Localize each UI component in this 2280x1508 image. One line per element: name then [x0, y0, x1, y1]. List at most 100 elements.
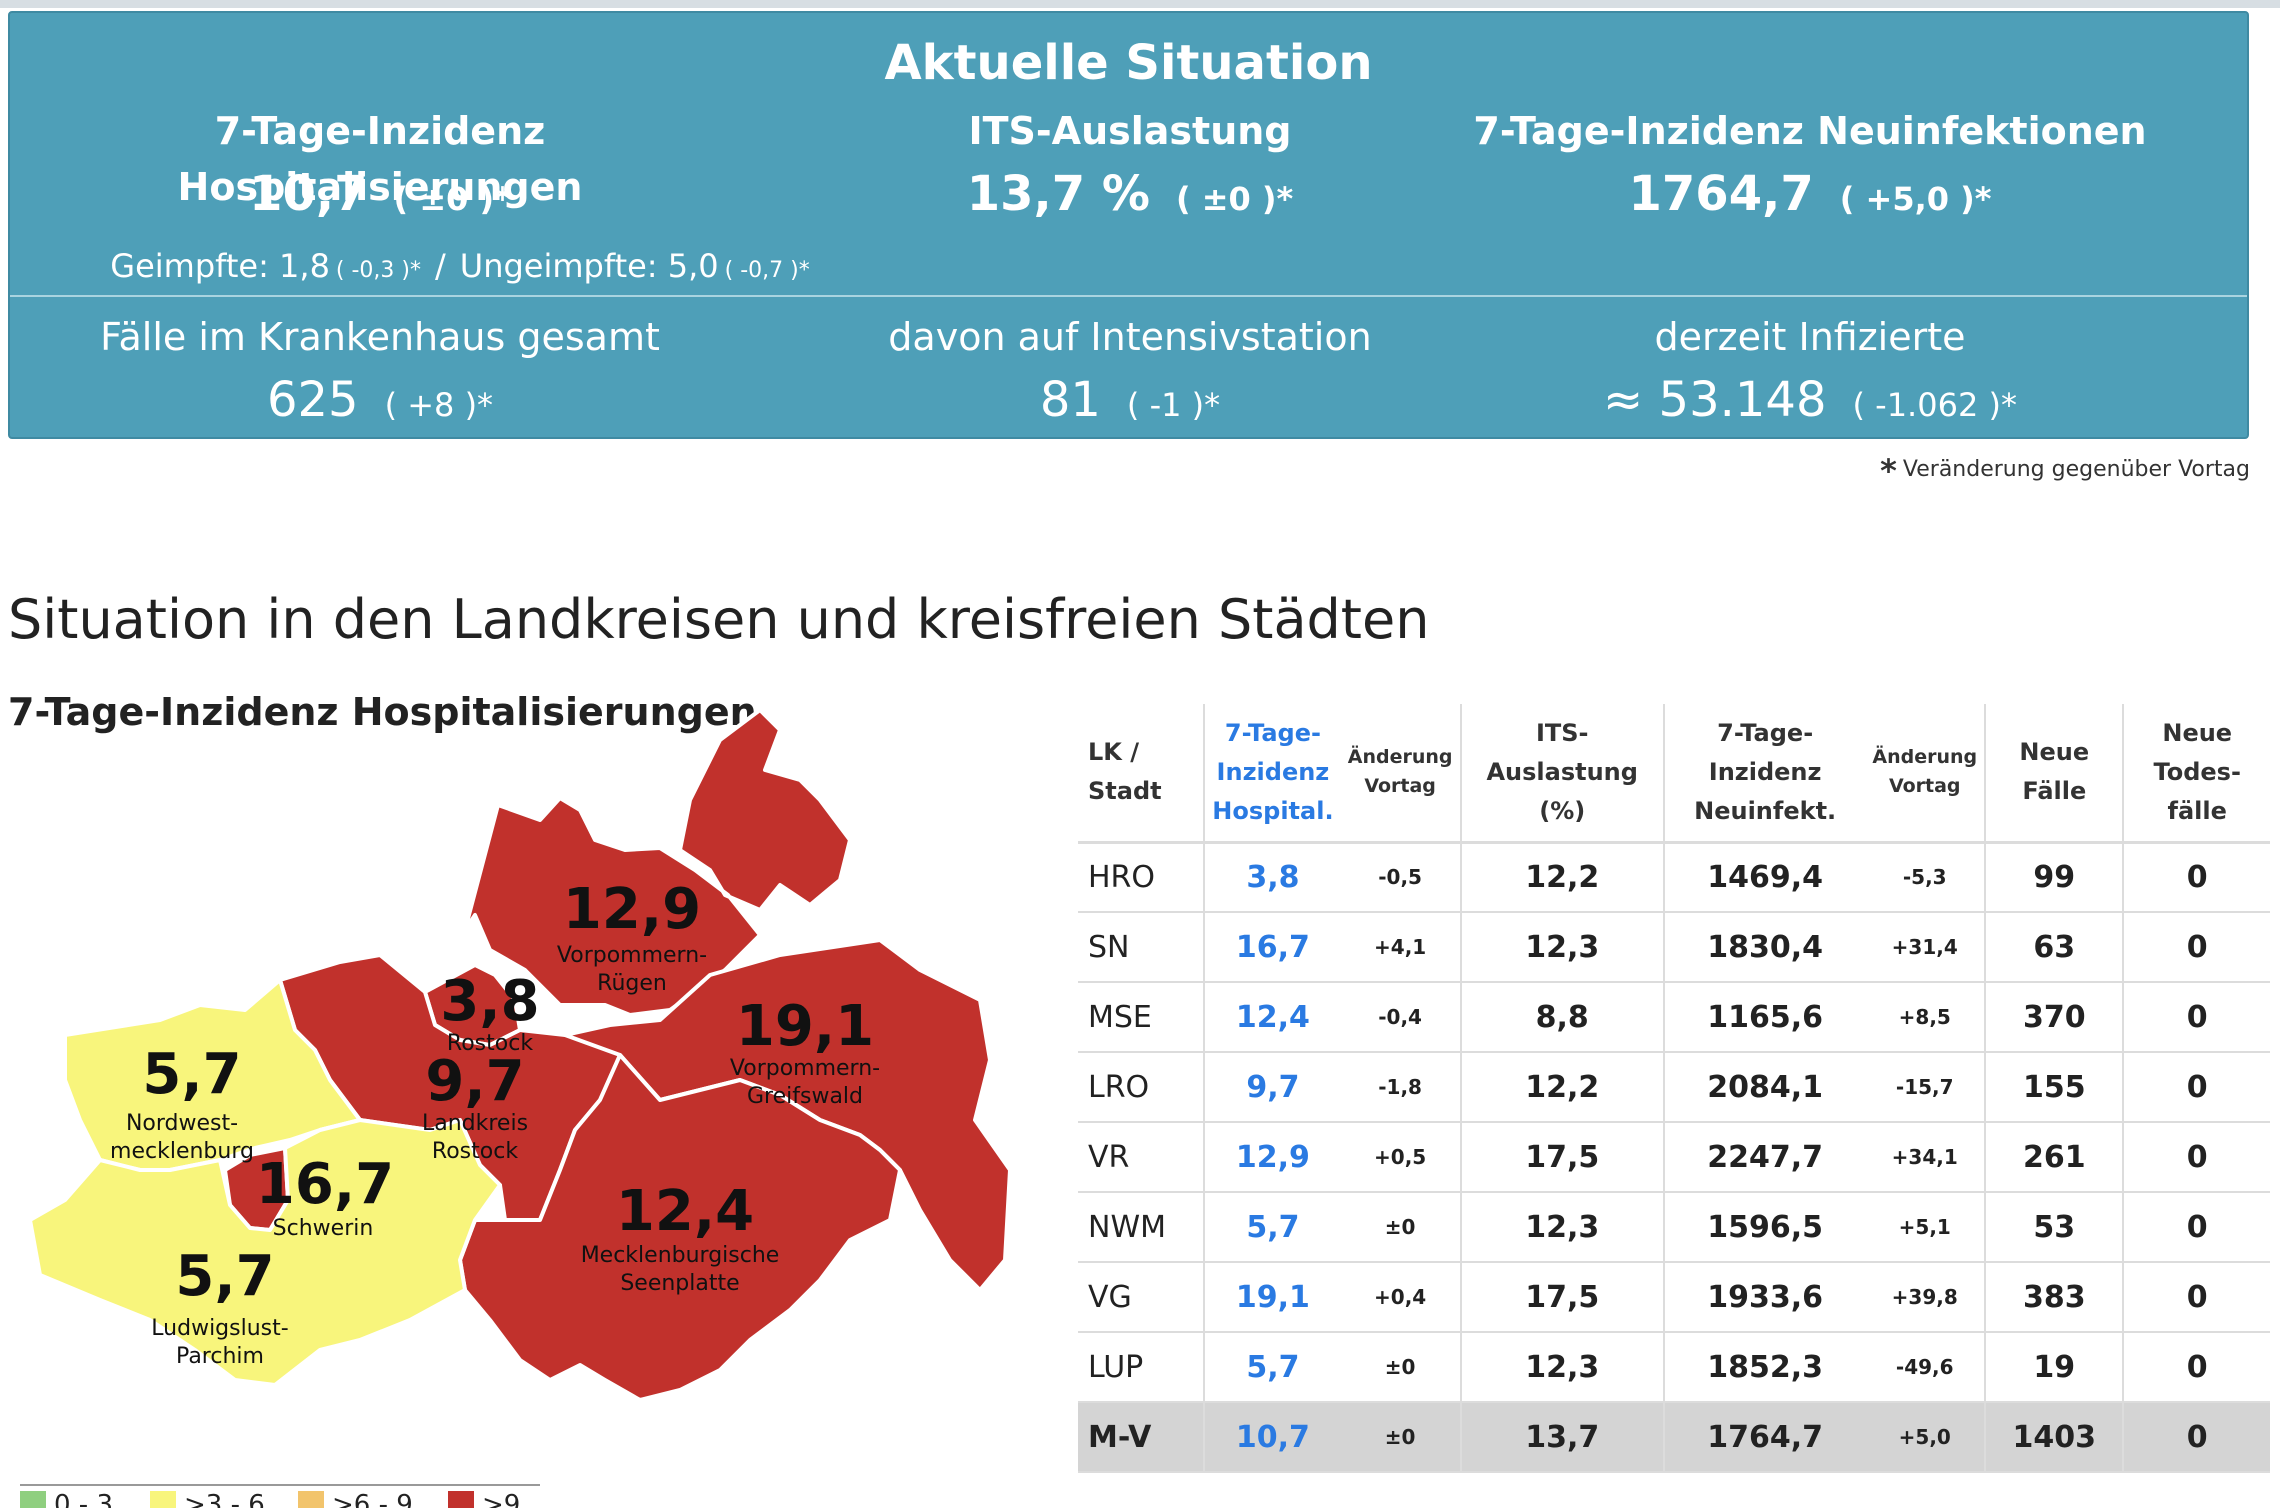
table-row: HRO 3,8 -0,5 12,2 1469,4 -5,3 99 0	[1078, 842, 2270, 913]
stat-value: 81	[1039, 372, 1101, 428]
legend-label: >6 - 9	[332, 1490, 413, 1508]
header-lk[interactable]: LK / Stadt	[1078, 704, 1206, 844]
cell-hosp-change: +4,1	[1340, 912, 1462, 983]
kpi-label: 7-Tage-Inzidenz Hospitalisierungen	[177, 109, 583, 209]
cell-its: 12,3	[1460, 912, 1665, 983]
table-row: LRO 9,7 -1,8 12,2 2084,1 -15,7 155 0	[1078, 1052, 2270, 1123]
cell-district: LUP	[1078, 1332, 1206, 1403]
cell-district: VG	[1078, 1262, 1206, 1333]
table-total-row: M-V 10,7 ±0 13,7 1764,7 +5,0 1403 0	[1078, 1402, 2270, 1473]
cell-neu-change: -5,3	[1865, 842, 1987, 913]
legend-item: >6 - 9	[298, 1490, 413, 1508]
region-mecklenburgische-seenplatte[interactable]	[458, 1053, 902, 1402]
cell-new-deaths: 0	[2123, 842, 2270, 913]
header-its[interactable]: ITS- Auslastung (%)	[1460, 704, 1665, 844]
cell-neu-change: +39,8	[1865, 1262, 1987, 1333]
kpi-value: 10,7	[249, 166, 368, 222]
map-region-name: Ludwigslust-	[151, 1316, 288, 1341]
cell-new-deaths: 0	[2123, 1402, 2270, 1473]
stat-value-row: 625 ( +8 )*	[10, 365, 750, 435]
kpi-its: ITS-Auslastung 13,7 % ( ±0 )*	[760, 103, 1500, 229]
cell-neu-change: +34,1	[1865, 1122, 1987, 1193]
map-region-name: Schwerin	[273, 1216, 374, 1241]
map-value: 12,4	[616, 1179, 754, 1244]
cell-its: 17,5	[1460, 1262, 1665, 1333]
cell-district: SN	[1078, 912, 1206, 983]
stat-value-row: ≈ 53.148 ( -1.062 )*	[1440, 365, 2180, 435]
stat-delta: ( -1.062 )*	[1852, 386, 2017, 424]
district-table: LK / Stadt 7-Tage- Inzidenz Hospital. Änder…	[1078, 704, 2270, 1473]
map-region-name: Seenplatte	[620, 1271, 739, 1296]
cell-its: 8,8	[1460, 982, 1665, 1053]
stat-delta: ( +8 )*	[384, 386, 494, 424]
cell-district: VR	[1078, 1122, 1206, 1193]
header-change-neu[interactable]: Änderung Vortag	[1865, 704, 1987, 844]
header-new-deaths[interactable]: Neue Todes-fälle	[2123, 704, 2270, 844]
header-change-hosp[interactable]: Änderung Vortag	[1340, 704, 1462, 844]
cell-hosp-change: ±0	[1340, 1192, 1462, 1263]
legend-swatch	[298, 1491, 324, 1508]
kpi-new-infections: 7-Tage-Inzidenz Neuinfektionen 1764,7 ( +…	[1440, 103, 2180, 229]
map-value: 16,7	[256, 1152, 394, 1217]
region-ludwigslust-parchim[interactable]	[28, 1118, 502, 1387]
table-row: VR 12,9 +0,5 17,5 2247,7 +34,1 261 0	[1078, 1122, 2270, 1193]
stat-infected: derzeit Infizierte ≈ 53.148 ( -1.062 )*	[1440, 309, 2180, 435]
section-heading: Situation in den Landkreisen und kreisfr…	[8, 588, 1430, 651]
cell-new-cases: 53	[1985, 1192, 2125, 1263]
map-region-name: Rügen	[597, 971, 667, 996]
cell-district: LRO	[1078, 1052, 1206, 1123]
cell-hosp-change: ±0	[1340, 1332, 1462, 1403]
table-row: NWM 5,7 ±0 12,3 1596,5 +5,1 53 0	[1078, 1192, 2270, 1263]
cell-hosp: 12,4	[1204, 982, 1341, 1053]
map-value: 3,8	[440, 969, 539, 1034]
cell-new-cases: 99	[1985, 842, 2125, 913]
cell-its: 12,2	[1460, 1052, 1665, 1123]
cell-hosp-change: +0,5	[1340, 1122, 1462, 1193]
stat-delta: ( -1 )*	[1126, 386, 1221, 424]
kpi-delta: ( +5,0 )*	[1839, 180, 1992, 218]
region-vorpommern-ruegen[interactable]	[463, 708, 852, 1017]
top-border	[0, 0, 2280, 8]
panel-divider	[10, 295, 2247, 297]
cell-hosp-change: +0,4	[1340, 1262, 1462, 1333]
header-hospitalization[interactable]: 7-Tage- Inzidenz Hospital.	[1204, 704, 1341, 844]
map-region-name: Vorpommern-	[730, 1056, 880, 1081]
cell-new-deaths: 0	[2123, 1192, 2270, 1263]
cell-new-infections: 1764,7	[1663, 1402, 1866, 1473]
cell-new-deaths: 0	[2123, 1262, 2270, 1333]
cell-new-infections: 1165,6	[1663, 982, 1866, 1053]
kpi-hospitalization: 7-Tage-Inzidenz Hospitalisierungen 10,7 (…	[10, 103, 750, 229]
legend-label: 0 - 3	[54, 1490, 113, 1508]
cell-neu-change: -49,6	[1865, 1332, 1987, 1403]
cell-hosp-change: -0,4	[1340, 982, 1462, 1053]
cell-new-cases: 383	[1985, 1262, 2125, 1333]
kpi-value: 1764,7	[1628, 166, 1814, 222]
unvaccinated-label: Ungeimpfte: 5,0	[459, 247, 719, 285]
legend-label: >3 - 6	[184, 1490, 265, 1508]
footnote: * Veränderung gegenüber Vortag	[1700, 452, 2250, 490]
cell-new-cases: 19	[1985, 1332, 2125, 1403]
cell-new-cases: 63	[1985, 912, 2125, 983]
header-new-cases[interactable]: Neue Fälle	[1985, 704, 2125, 844]
cell-its: 12,3	[1460, 1192, 1665, 1263]
header-new-infections[interactable]: 7-Tage- Inzidenz Neuinfekt.	[1663, 704, 1866, 844]
map-region-name: Vorpommern-	[557, 943, 707, 968]
cell-new-cases: 1403	[1985, 1402, 2125, 1473]
cell-new-deaths: 0	[2123, 1332, 2270, 1403]
legend-swatch	[448, 1491, 474, 1508]
vaccinated-label: Geimpfte: 1,8	[110, 247, 330, 285]
kpi-value: 13,7 %	[966, 166, 1150, 222]
map-region-name: Rostock	[432, 1139, 518, 1164]
cell-hosp-change: -0,5	[1340, 842, 1462, 913]
cell-its: 12,2	[1460, 842, 1665, 913]
map-region-name: Landkreis	[422, 1111, 528, 1136]
cell-new-infections: 1469,4	[1663, 842, 1866, 913]
cell-hosp: 3,8	[1204, 842, 1341, 913]
kpi-value-row: 13,7 % ( ±0 )*	[760, 159, 1500, 229]
cell-new-deaths: 0	[2123, 1122, 2270, 1193]
kpi-value-row: 1764,7 ( +5,0 )*	[1440, 159, 2180, 229]
map-value: 19,1	[736, 994, 874, 1059]
stat-value: 625	[266, 372, 359, 428]
cell-new-infections: 2084,1	[1663, 1052, 1866, 1123]
kpi-delta: ( ±0 )*	[1175, 180, 1294, 218]
